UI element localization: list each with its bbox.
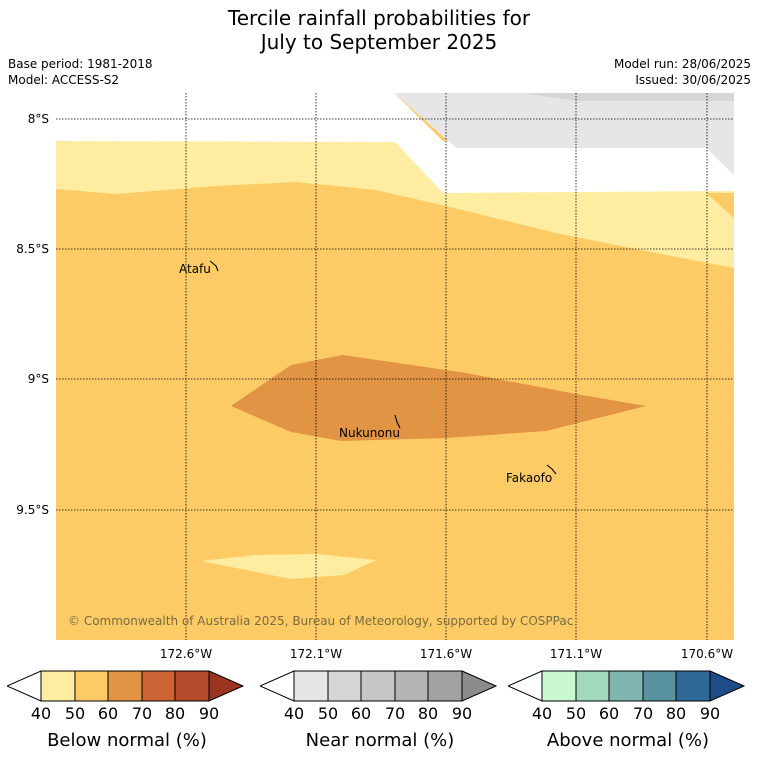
- near-normal-50-60-region: [521, 93, 734, 101]
- legend-near-tick-80: 80: [417, 704, 439, 723]
- lat-label-9-5s: 9.5°S: [16, 503, 49, 517]
- legend-near-tick-50: 50: [317, 704, 339, 723]
- colorbar-below-normal-cell-3: [107, 670, 143, 702]
- legend-below-tick-70: 70: [131, 704, 153, 723]
- legend-near-tick-40: 40: [283, 704, 305, 723]
- model-run-text: Model run: 28/06/2025: [613, 57, 751, 71]
- legend-above-tick-60: 60: [598, 704, 620, 723]
- legend-below-tick-60: 60: [97, 704, 119, 723]
- colorbar-above-normal-cell-4: [642, 670, 677, 702]
- colorbar-near-normal-cell-5: [427, 670, 463, 702]
- legend-above-tick-80: 80: [665, 704, 687, 723]
- legend-near-title: Near normal (%): [305, 730, 455, 751]
- no-dominant-category-region: [56, 93, 734, 193]
- copyright-notice: © Commonwealth of Australia 2025, Bureau…: [68, 614, 574, 628]
- colorbar-above-normal-cell-6: [709, 670, 746, 702]
- place-label-atafu: Atafu: [179, 262, 211, 276]
- colorbar-above-normal-cell-3: [608, 670, 644, 702]
- colorbar-below-normal: [7, 670, 245, 702]
- legend-near-tick-60: 60: [350, 704, 372, 723]
- legend-above-normal: 40 50 60 70 80 90 Above normal (%): [508, 670, 748, 770]
- colorbar-above-normal: [508, 670, 746, 702]
- colorbar-below-normal-cell-2: [74, 670, 109, 702]
- legend-below-tick-90: 90: [198, 704, 220, 723]
- legend-below-normal: 40 50 60 70 80 90 Below normal (%): [7, 670, 247, 770]
- chart-title-line-2: July to September 2025: [260, 30, 498, 54]
- legend-below-tick-80: 80: [164, 704, 186, 723]
- colorbar-above-normal-cell-2: [575, 670, 610, 702]
- near-normal-40-50-region: [394, 93, 734, 175]
- legend-above-tick-50: 50: [565, 704, 587, 723]
- model-text: Model: ACCESS-S2: [8, 73, 120, 87]
- colorbar-below-normal-cell-0: [7, 670, 42, 702]
- legend-near-normal: 40 50 60 70 80 90 Near normal (%): [260, 670, 500, 770]
- lon-label-171-6w: 171.6°W: [419, 647, 473, 661]
- lat-label-8-5s: 8.5°S: [16, 242, 49, 256]
- colorbar-above-normal-cell-0: [508, 670, 543, 702]
- lon-label-172-1w: 172.1°W: [289, 647, 343, 661]
- legend-above-tick-70: 70: [632, 704, 654, 723]
- map-canvas: [56, 93, 734, 640]
- legend-near-tick-90: 90: [451, 704, 473, 723]
- coastlines: [209, 260, 557, 475]
- colorbar-below-normal-cell-1: [40, 670, 76, 702]
- legend-below-title: Below normal (%): [47, 730, 207, 751]
- fakaofo-island-shape: [546, 464, 557, 475]
- legend-above-title: Above normal (%): [546, 730, 710, 751]
- legend-below-tick-50: 50: [64, 704, 86, 723]
- below-normal-40-50-region-south: [201, 554, 376, 579]
- colorbar-below-normal-cell-5: [174, 670, 210, 702]
- colorbar-above-normal-cell-5: [675, 670, 711, 702]
- legend-above-tick-40: 40: [531, 704, 553, 723]
- base-period-text: Base period: 1981-2018: [8, 57, 153, 71]
- legend-below-tick-40: 40: [30, 704, 52, 723]
- below-normal-60-70-region: [231, 355, 646, 441]
- colorbar-near-normal-cell-3: [360, 670, 396, 702]
- colorbar-near-normal-cell-4: [394, 670, 429, 702]
- lat-label-8s: 8°S: [27, 112, 49, 126]
- chart-title-line-1: Tercile rainfall probabilities for: [227, 6, 531, 30]
- legend-above-tick-90: 90: [699, 704, 721, 723]
- colorbar-near-normal-cell-1: [293, 670, 329, 702]
- legend-near-tick-70: 70: [384, 704, 406, 723]
- atafu-island-shape: [209, 260, 219, 272]
- colorbar-above-normal-cell-1: [541, 670, 577, 702]
- colorbar-near-normal-cell-2: [327, 670, 362, 702]
- colorbar-near-normal-cell-0: [260, 670, 295, 702]
- lon-label-170-6w: 170.6°W: [680, 647, 734, 661]
- colorbar-below-normal-cell-6: [208, 670, 245, 702]
- place-label-fakaofo: Fakaofo: [506, 471, 553, 485]
- lon-label-172-6w: 172.6°W: [159, 647, 213, 661]
- colorbar-near-normal-cell-6: [461, 670, 498, 702]
- place-label-nukunonu: Nukunonu: [339, 426, 400, 440]
- colorbar-near-normal: [260, 670, 498, 702]
- issued-text: Issued: 30/06/2025: [635, 73, 751, 87]
- graticule: [56, 93, 734, 640]
- probability-map: [56, 93, 734, 640]
- lon-label-171-1w: 171.1°W: [549, 647, 603, 661]
- colorbar-below-normal-cell-4: [141, 670, 176, 702]
- lat-label-9s: 9°S: [27, 372, 49, 386]
- nukunonu-island-shape: [394, 414, 401, 429]
